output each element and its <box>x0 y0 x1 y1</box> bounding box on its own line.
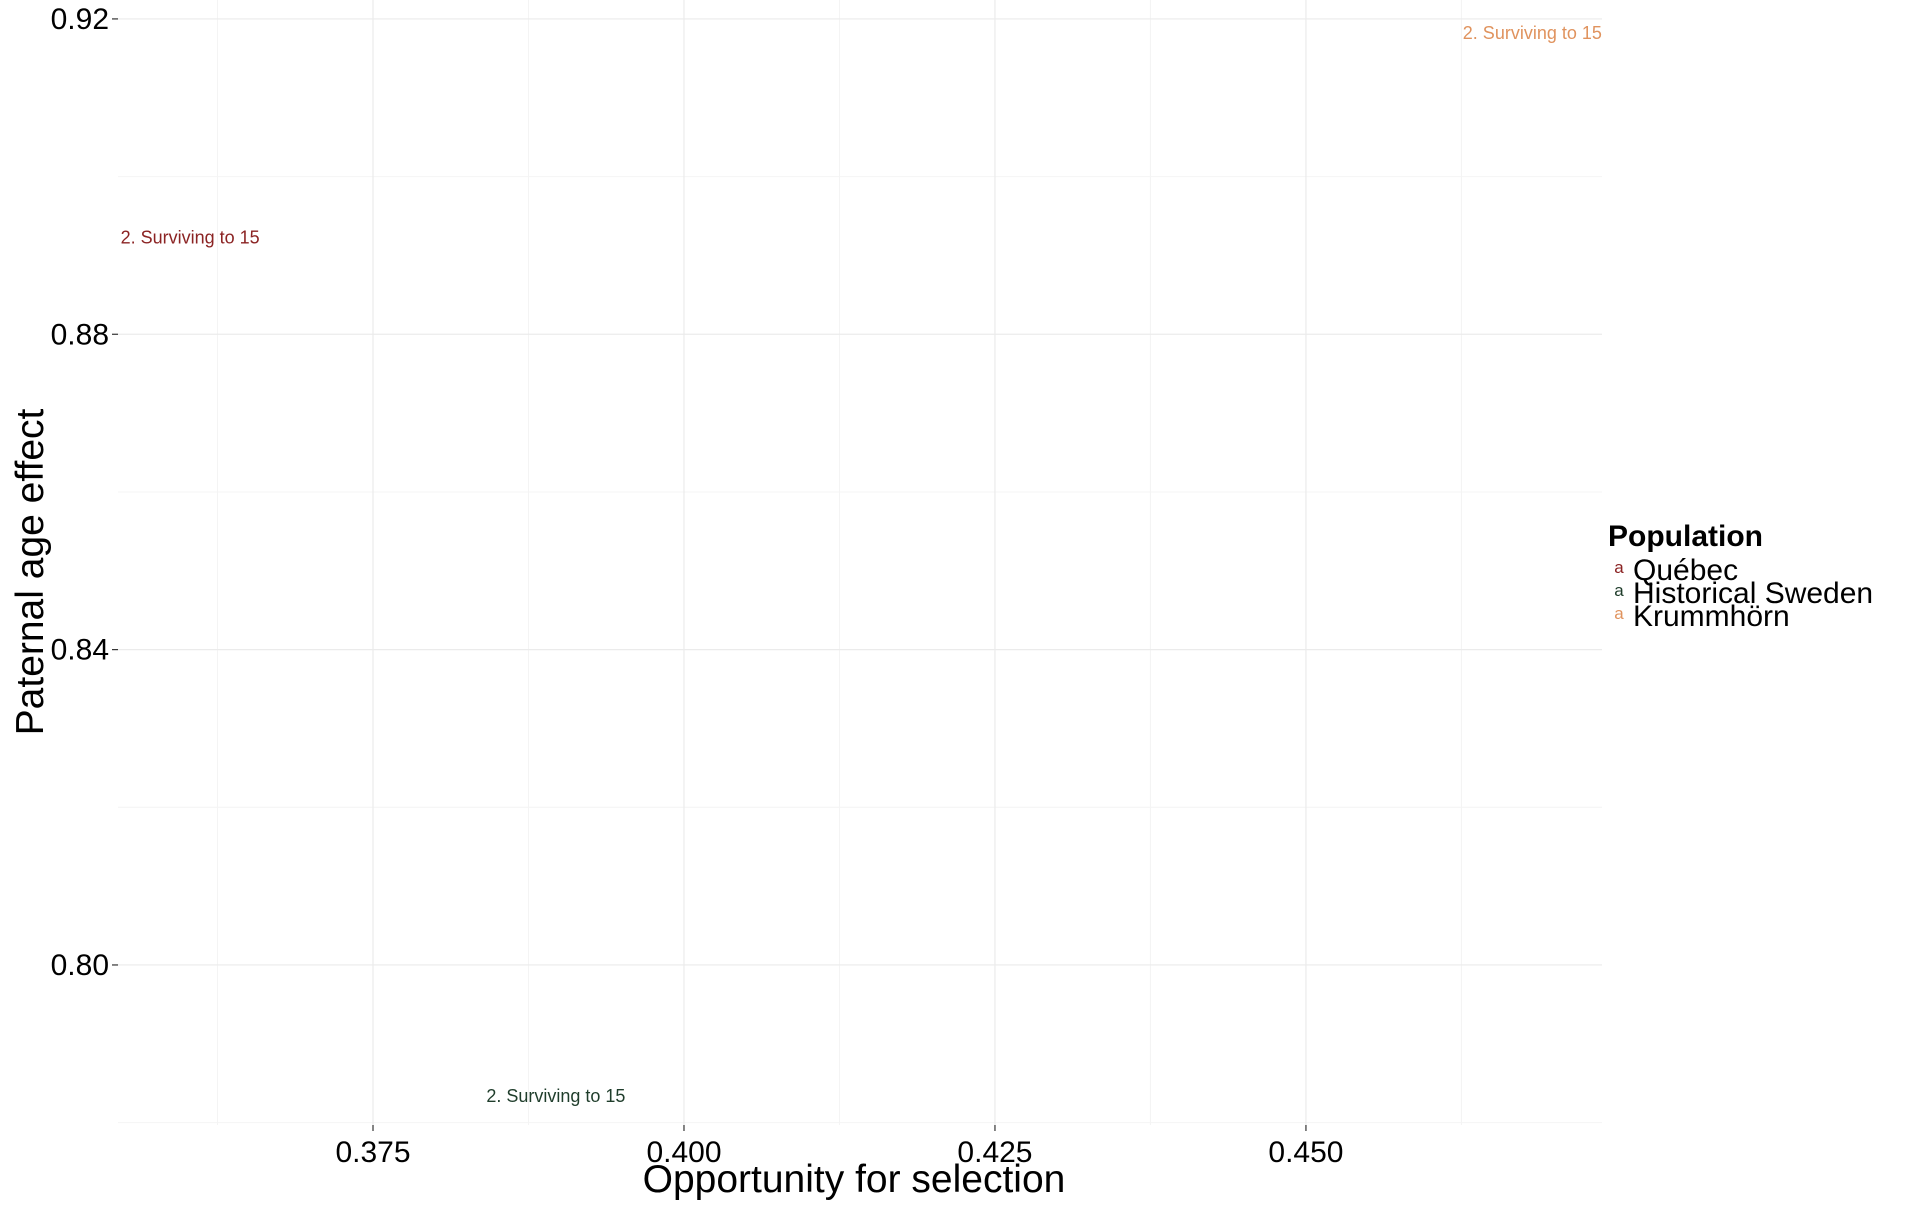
y-axis-title: Paternal age effect <box>9 408 52 735</box>
y-tick-label: 0.80 <box>51 949 109 982</box>
x-tick-label: 0.375 <box>335 1136 410 1169</box>
y-tick-label: 0.92 <box>51 3 109 36</box>
x-tick-label: 0.425 <box>957 1136 1032 1169</box>
legend-item-label: Historical Sweden <box>1633 577 1873 610</box>
legend-item-label: Krummhörn <box>1633 600 1790 633</box>
x-axis-title: Opportunity for selection <box>643 1158 1066 1200</box>
y-tick-label: 0.88 <box>51 318 109 351</box>
points-layer: 2. Surviving to 15 2. Surviving to 15 2. S… <box>121 23 1602 1106</box>
y-tick-label: 0.84 <box>51 634 109 667</box>
legend-key-glyph: a <box>1614 581 1624 600</box>
data-point-label: 2. Surviving to 15 <box>1463 23 1602 43</box>
data-point-label: 2. Surviving to 15 <box>121 227 260 247</box>
legend-title: Population <box>1608 520 1763 553</box>
x-tick-label: 0.400 <box>646 1136 721 1169</box>
legend-item-label: Québec <box>1633 554 1738 587</box>
axis-layer: 0.375 0.400 0.425 0.450 0.80 0.84 0.88 0.92 Oppo… <box>9 3 1343 1201</box>
legend-key-glyph: a <box>1614 604 1624 623</box>
legend-key-glyph: a <box>1614 558 1624 577</box>
grid-layer <box>118 0 1602 1125</box>
x-tick-label: 0.450 <box>1268 1136 1343 1169</box>
data-point-label: 2. Surviving to 15 <box>486 1086 625 1106</box>
